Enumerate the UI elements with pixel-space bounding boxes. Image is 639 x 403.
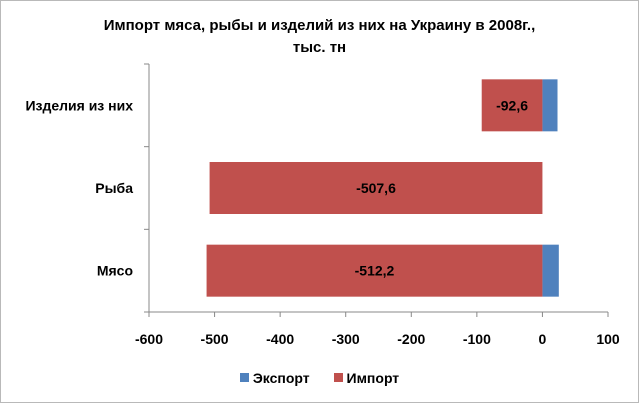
legend-label-export: Экспорт <box>252 370 310 386</box>
bar-import <box>206 244 543 297</box>
legend-item-import: Импорт <box>333 370 400 386</box>
x-tick-label: -200 <box>397 331 425 347</box>
chart-title-line-2: тыс. тн <box>292 39 347 56</box>
bar-data-label: -512,2 <box>355 263 395 279</box>
category-label: Мясо <box>97 263 133 279</box>
x-tick-label: -600 <box>135 331 163 347</box>
legend-swatch-export <box>239 373 249 382</box>
chart-title-line-1: Импорт мяса, рыбы и изделий из них на Ук… <box>103 17 536 34</box>
bar-import <box>481 79 543 132</box>
bar-data-label: -507,6 <box>356 180 396 196</box>
legend-label-import: Импорт <box>346 370 400 386</box>
legend-swatch-import <box>333 373 343 382</box>
chart-legend: Экспорт Импорт <box>0 370 639 386</box>
chart-title: Импорт мяса, рыбы и изделий из них на Ук… <box>0 15 639 59</box>
category-label: Рыба <box>95 180 133 196</box>
x-tick-label: 100 <box>596 331 620 347</box>
x-tick-label: -400 <box>266 331 294 347</box>
x-tick-label: -100 <box>463 331 491 347</box>
bar-export <box>542 244 559 297</box>
x-tick-label: 0 <box>539 331 547 347</box>
x-tick-label: -500 <box>201 331 229 347</box>
bar-import <box>209 162 543 214</box>
legend-item-export: Экспорт <box>239 370 310 386</box>
x-tick-label: -300 <box>332 331 360 347</box>
category-label: Изделия из них <box>25 97 133 113</box>
bar-export <box>542 79 558 132</box>
bar-data-label: -92,6 <box>496 97 528 113</box>
